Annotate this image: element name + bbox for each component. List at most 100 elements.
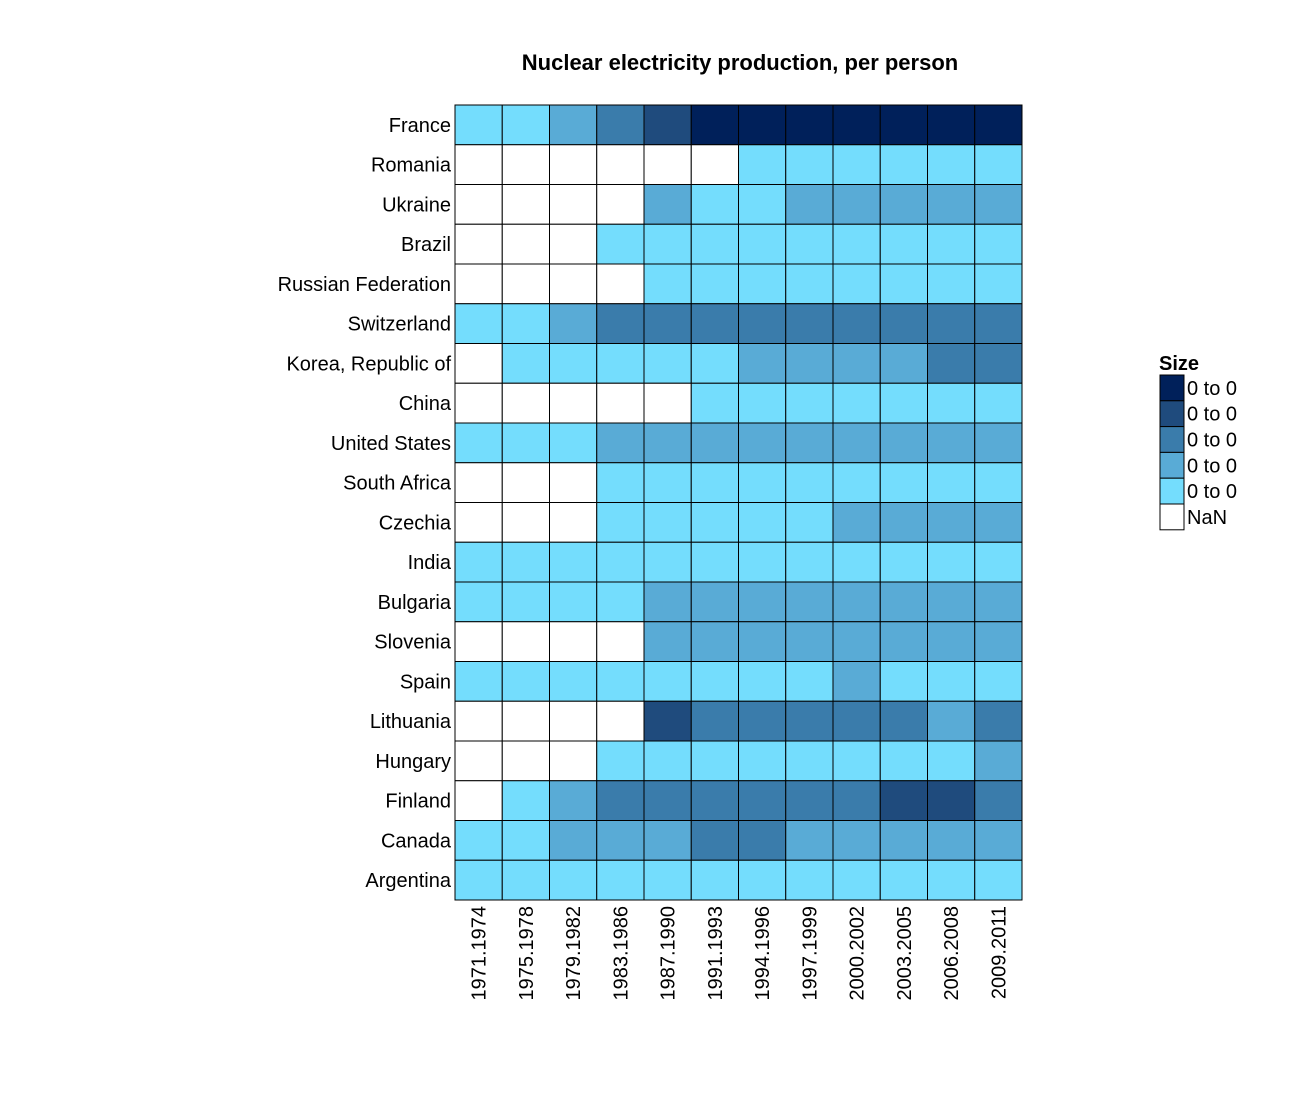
- heatmap-cell: [832, 343, 881, 384]
- heatmap-cell: [832, 859, 881, 901]
- heatmap-cell: [879, 661, 928, 702]
- heatmap-cell: [927, 422, 976, 464]
- heatmap-cell: [501, 382, 550, 424]
- heatmap-cell: [832, 303, 881, 344]
- heatmap-cell: [879, 184, 928, 225]
- heatmap-cell: [501, 621, 550, 662]
- row-label: Korea, Republic of: [286, 353, 451, 375]
- row-label: Hungary: [375, 751, 451, 773]
- heatmap-cell: [454, 382, 503, 424]
- heatmap-cell: [927, 223, 976, 265]
- heatmap-cell: [738, 104, 787, 146]
- heatmap-cell: [738, 621, 787, 662]
- row-label: Finland: [385, 791, 451, 813]
- heatmap-cell: [879, 541, 928, 583]
- row-label: Slovenia: [374, 632, 452, 654]
- heatmap-cell: [596, 422, 645, 464]
- heatmap-cell: [738, 382, 787, 424]
- legend-label: NaN: [1187, 507, 1227, 529]
- column-label: 1971.1974: [469, 906, 491, 1001]
- heatmap-cell: [549, 780, 598, 821]
- heatmap-cell: [690, 581, 739, 623]
- heatmap-cell: [454, 263, 503, 305]
- legend-label: 0 to 0: [1187, 481, 1237, 503]
- legend-label: 0 to 0: [1187, 378, 1237, 400]
- heatmap-cell: [785, 104, 834, 146]
- heatmap-cell: [643, 621, 692, 662]
- heatmap-cell: [832, 263, 881, 305]
- column-label: 1987.1990: [658, 906, 680, 1001]
- heatmap-cell: [690, 422, 739, 464]
- heatmap-cell: [832, 382, 881, 424]
- heatmap-cell: [643, 661, 692, 702]
- heatmap-cell: [549, 462, 598, 503]
- heatmap-cell: [549, 223, 598, 265]
- heatmap-cell: [690, 462, 739, 503]
- heatmap-cell: [738, 303, 787, 344]
- heatmap-cell: [879, 462, 928, 503]
- column-label: 1994.1996: [752, 906, 774, 1001]
- heatmap-cell: [785, 303, 834, 344]
- heatmap-cell: [738, 820, 787, 861]
- heatmap-cell: [501, 263, 550, 305]
- heatmap-cell: [596, 700, 645, 742]
- heatmap-cell: [454, 820, 503, 861]
- heatmap-cell: [501, 780, 550, 821]
- heatmap-cell: [785, 621, 834, 662]
- heatmap-cell: [454, 462, 503, 503]
- legend-swatch: [1159, 400, 1185, 428]
- heatmap-cell: [501, 223, 550, 265]
- heatmap-cell: [643, 700, 692, 742]
- heatmap-cell: [643, 462, 692, 503]
- heatmap-cell: [549, 422, 598, 464]
- heatmap-cell: [501, 820, 550, 861]
- heatmap-cell: [643, 303, 692, 344]
- heatmap-cell: [549, 820, 598, 861]
- heatmap-cell: [785, 859, 834, 901]
- heatmap-cell: [596, 780, 645, 821]
- heatmap-cell: [832, 780, 881, 821]
- heatmap-cell: [879, 382, 928, 424]
- column-labels: 1971.1974 1975.1978 1979.1982 1983.1986 1987…: [469, 906, 1011, 1001]
- heatmap-cell: [974, 422, 1023, 464]
- row-label: Russian Federation: [278, 274, 451, 296]
- heatmap-cell: [596, 303, 645, 344]
- row-labels: France Romania Ukraine Brazil Russian Federa…: [278, 115, 452, 892]
- heatmap-cell: [549, 581, 598, 623]
- heatmap-cell: [785, 223, 834, 265]
- heatmap-cell: [738, 422, 787, 464]
- heatmap-cell: [454, 541, 503, 583]
- heatmap-cell: [643, 859, 692, 901]
- heatmap-cell: [879, 303, 928, 344]
- heatmap-cell: [549, 104, 598, 146]
- heatmap-cell: [832, 223, 881, 265]
- heatmap-cell: [974, 621, 1023, 662]
- heatmap-cell: [927, 859, 976, 901]
- heatmap-cell: [832, 502, 881, 543]
- heatmap-cell: [974, 740, 1023, 782]
- heatmap-cell: [690, 223, 739, 265]
- heatmap-cell: [549, 382, 598, 424]
- row-label: Canada: [381, 830, 452, 852]
- heatmap-cell: [643, 382, 692, 424]
- heatmap-cell: [501, 859, 550, 901]
- heatmap-cell: [927, 502, 976, 543]
- heatmap-cell: [927, 780, 976, 821]
- heatmap-cell: [879, 502, 928, 543]
- heatmap-cell: [832, 541, 881, 583]
- heatmap-cell: [738, 541, 787, 583]
- heatmap-cell: [738, 263, 787, 305]
- heatmap-cell: [974, 144, 1023, 185]
- heatmap-cell: [549, 303, 598, 344]
- heatmap-cell: [832, 740, 881, 782]
- heatmap-cell: [927, 382, 976, 424]
- heatmap-cell: [501, 422, 550, 464]
- heatmap-cell: [454, 144, 503, 185]
- heatmap-cell: [549, 859, 598, 901]
- heatmap-cell: [974, 700, 1023, 742]
- legend-swatch: [1159, 477, 1185, 505]
- heatmap-cell: [927, 104, 976, 146]
- heatmap-cell: [832, 621, 881, 662]
- heatmap-cell: [454, 661, 503, 702]
